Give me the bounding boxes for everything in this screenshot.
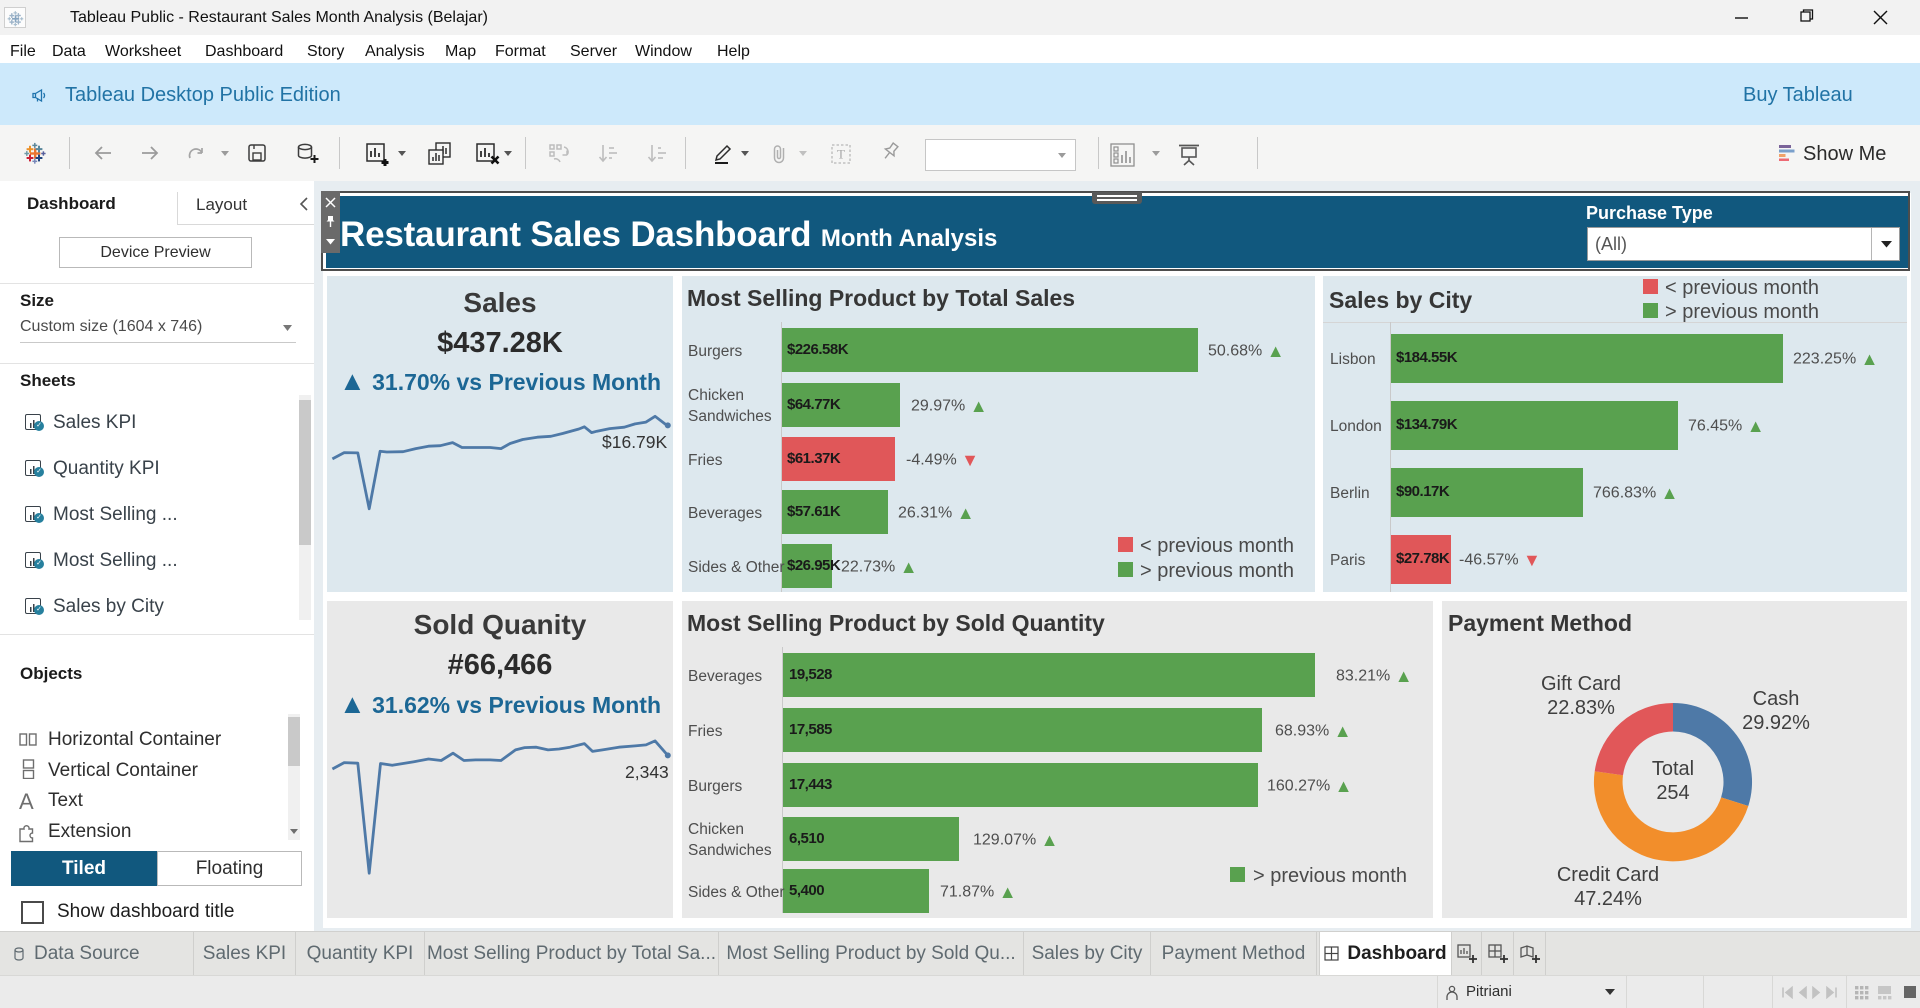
svg-text:T: T <box>837 147 845 162</box>
